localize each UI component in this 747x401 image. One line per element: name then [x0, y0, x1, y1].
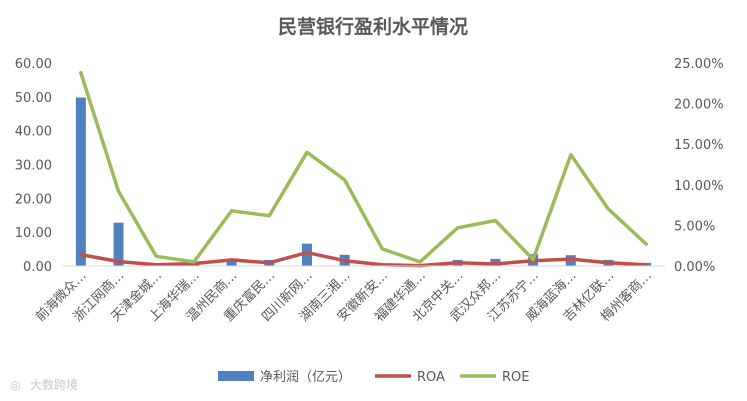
right-tick-label: 20.00% [674, 98, 724, 113]
line-series [79, 70, 648, 268]
legend-swatch [218, 371, 254, 381]
bar [226, 260, 237, 266]
right-tick-label: 10.00% [674, 179, 724, 194]
watermark: ◎ 大数跨境 [10, 377, 78, 392]
watermark-text: 大数跨境 [30, 377, 78, 392]
right-tick-label: 25.00% [674, 57, 724, 72]
left-tick-label: 0.00 [23, 260, 52, 275]
watermark-logo-icon: ◎ [10, 378, 20, 392]
legend: 净利润（亿元） ROA ROE [218, 370, 529, 385]
right-tick-label: 0.00% [674, 260, 715, 275]
series-line-roe [79, 70, 648, 264]
bar-series [75, 97, 652, 266]
left-tick-label: 60.00 [15, 57, 52, 72]
legend-label: ROA [417, 370, 445, 385]
left-tick-label: 10.00 [15, 226, 52, 241]
left-axis: 0.00 10.00 20.00 30.00 40.00 50.00 60.00 [15, 57, 52, 275]
series-line-roa [79, 250, 648, 268]
right-tick-label: 15.00% [674, 138, 724, 153]
left-tick-label: 20.00 [15, 192, 52, 207]
bar [301, 243, 312, 266]
right-axis: 0.00% 5.00% 10.00% 15.00% 20.00% 25.00% [674, 57, 724, 275]
left-tick-label: 40.00 [15, 125, 52, 140]
category-labels: 前海微众…浙江网商…天津金城…上海华瑞…温州民商…重庆富民…四川新网…湖南三湘…… [32, 268, 655, 325]
legend-label: 净利润（亿元） [260, 370, 351, 385]
right-tick-label: 5.00% [674, 219, 715, 234]
left-tick-label: 50.00 [15, 91, 52, 106]
left-tick-label: 30.00 [15, 159, 52, 174]
chart-title: 民营银行盈利水平情况 [278, 15, 468, 38]
legend-label: ROE [502, 370, 529, 385]
bar [75, 97, 86, 266]
bar [113, 222, 124, 266]
